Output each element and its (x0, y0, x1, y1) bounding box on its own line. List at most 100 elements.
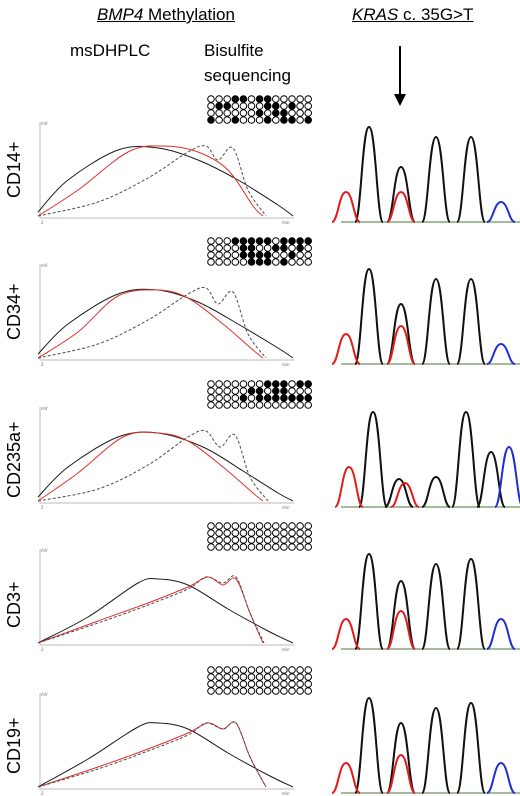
methylated-cpg-dot (280, 394, 288, 402)
x-axis-unit: min (282, 220, 290, 225)
unmethylated-cpg-dot (296, 102, 304, 110)
unmethylated-cpg-dot (280, 543, 288, 551)
unmethylated-cpg-dot (255, 543, 264, 551)
unmethylated-cpg-dot (215, 95, 223, 103)
unmethylated-cpg-dot (272, 673, 280, 681)
unmethylated-cpg-dot (231, 687, 240, 695)
methylated-cpg-dot (215, 102, 223, 110)
unmethylated-cpg-dot (215, 394, 223, 402)
methylated-cpg-dot (304, 237, 312, 245)
unmethylated-cpg-dot (223, 251, 232, 259)
unmethylated-cpg-dot (247, 673, 256, 681)
unmethylated-cpg-dot (223, 687, 232, 695)
bmp4-methylation-header: BMP4 Methylation (97, 5, 235, 25)
unmethylated-cpg-dot (223, 666, 232, 674)
row-label-cd34: CD34+ (4, 283, 24, 340)
unmethylated-cpg-dot (239, 536, 248, 544)
methylated-cpg-dot (288, 116, 296, 124)
unmethylated-cpg-dot (239, 380, 248, 388)
kras-peak-black (386, 579, 416, 650)
bisulfite-subheader-line1: Bisulfite (204, 41, 264, 60)
unmethylated-cpg-dot (247, 380, 256, 388)
unmethylated-cpg-dot (280, 673, 288, 681)
unmethylated-cpg-dot (272, 543, 280, 551)
methylated-cpg-dot (263, 380, 272, 388)
unmethylated-cpg-dot (288, 673, 296, 681)
kras-peak-red (331, 190, 361, 223)
unmethylated-cpg-dot (255, 102, 264, 110)
methylated-cpg-dot (207, 116, 215, 124)
msdhplc-chromatogram-4: mV 2 min (37, 692, 294, 796)
unmethylated-cpg-dot (272, 237, 280, 245)
unmethylated-cpg-dot (207, 529, 215, 537)
kras-sequence-trace-4 (331, 696, 520, 794)
unmethylated-cpg-dot (272, 95, 280, 103)
methylated-cpg-dot (255, 394, 264, 402)
methylated-cpg-dot (288, 251, 296, 259)
x-axis-unit: min (282, 505, 290, 510)
kras-peak-red (386, 324, 416, 365)
unmethylated-cpg-dot (280, 687, 288, 695)
unmethylated-cpg-dot (263, 536, 272, 544)
unmethylated-cpg-dot (272, 529, 280, 537)
methylated-cpg-dot (223, 102, 232, 110)
unmethylated-cpg-dot (263, 666, 272, 674)
unmethylated-cpg-dot (280, 401, 288, 409)
x-axis-unit: min (282, 362, 290, 367)
methylated-cpg-dot (255, 237, 264, 245)
unmethylated-cpg-dot (215, 522, 223, 530)
kras-peak-black (456, 557, 486, 650)
unmethylated-cpg-dot (272, 522, 280, 530)
unmethylated-cpg-dot (231, 380, 240, 388)
unmethylated-cpg-dot (263, 522, 272, 530)
unmethylated-cpg-dot (223, 116, 232, 124)
methylated-cpg-dot (280, 387, 288, 395)
unmethylated-cpg-dot (239, 116, 248, 124)
mutation-arrow-shaft (399, 46, 401, 98)
unmethylated-cpg-dot (231, 401, 240, 409)
unmethylated-cpg-dot (239, 401, 248, 409)
chromatogram-axis (39, 693, 294, 790)
methylated-cpg-dot (263, 394, 272, 402)
kras-peak-black (456, 135, 486, 223)
kras-peak-black (354, 125, 384, 223)
chromatogram-dashed-trace (37, 429, 269, 502)
unmethylated-cpg-dot (207, 251, 215, 259)
unmethylated-cpg-dot (231, 673, 240, 681)
unmethylated-cpg-dot (231, 543, 240, 551)
bmp4-header-rest: Methylation (143, 5, 235, 24)
methylated-cpg-dot (239, 251, 248, 259)
chromatogram-red-trace (37, 145, 264, 217)
bisulfite-subheader-line2: sequencing (204, 66, 291, 85)
msdhplc-subheader: msDHPLC (70, 41, 151, 60)
unmethylated-cpg-dot (288, 244, 296, 252)
unmethylated-cpg-dot (304, 543, 312, 551)
unmethylated-cpg-dot (280, 536, 288, 544)
unmethylated-cpg-dot (239, 522, 248, 530)
methylated-cpg-dot (280, 258, 288, 266)
unmethylated-cpg-dot (296, 95, 304, 103)
methylated-cpg-dot (231, 116, 240, 124)
kras-peak-black (421, 135, 451, 223)
unmethylated-cpg-dot (272, 680, 280, 688)
y-axis-unit: mV (41, 263, 48, 268)
msdhplc-chromatogram-3: mV 2 min (37, 548, 294, 652)
unmethylated-cpg-dot (263, 109, 272, 117)
unmethylated-cpg-dot (207, 394, 215, 402)
unmethylated-cpg-dot (272, 687, 280, 695)
row-label-cd14: CD14+ (4, 141, 24, 198)
kras-header: KRAS c. 35G>T (352, 5, 473, 25)
unmethylated-cpg-dot (296, 680, 304, 688)
methylated-cpg-dot (280, 116, 288, 124)
unmethylated-cpg-dot (288, 401, 296, 409)
unmethylated-cpg-dot (207, 258, 215, 266)
unmethylated-cpg-dot (207, 687, 215, 695)
methylated-cpg-dot (263, 102, 272, 110)
unmethylated-cpg-dot (304, 401, 312, 409)
unmethylated-cpg-dot (231, 522, 240, 530)
unmethylated-cpg-dot (207, 543, 215, 551)
unmethylated-cpg-dot (263, 387, 272, 395)
unmethylated-cpg-dot (215, 237, 223, 245)
unmethylated-cpg-dot (288, 687, 296, 695)
unmethylated-cpg-dot (255, 244, 264, 252)
